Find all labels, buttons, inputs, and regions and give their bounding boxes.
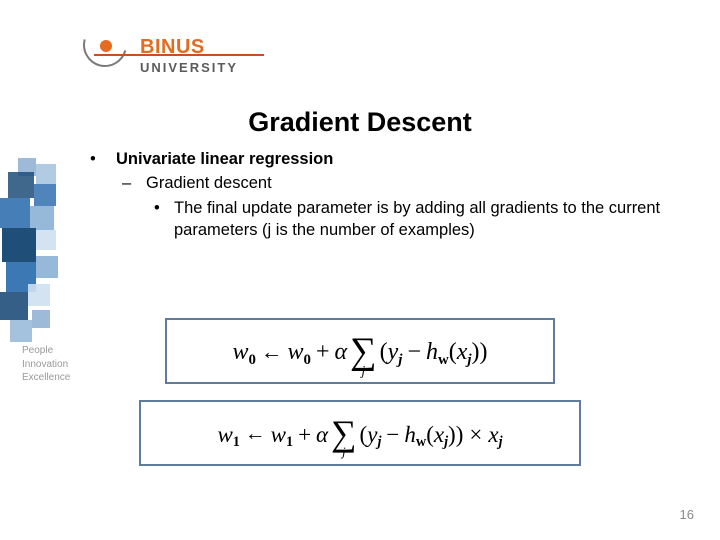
equation-1: w0 ← w0 + α ∑ j ( yj − hw (xj )): [165, 318, 555, 384]
mosaic-decoration: [0, 158, 56, 358]
page-title: Gradient Descent: [0, 107, 720, 138]
equation-2-container: w1 ← w1 + α ∑ j ( yj − hw (xj )) × xj: [0, 400, 720, 466]
bullet-level-1: • Univariate linear regression: [90, 148, 690, 170]
bullet-l3-text: The final update parameter is by adding …: [174, 197, 690, 242]
logo-brand: BINUS: [140, 36, 205, 59]
tagline-line: Innovation: [22, 358, 70, 372]
page-number: 16: [680, 507, 694, 522]
equation-1-container: w0 ← w0 + α ∑ j ( yj − hw (xj )): [0, 318, 720, 384]
tagline-line: People: [22, 344, 70, 358]
content-block: • Univariate linear regression – Gradien…: [90, 148, 690, 241]
sigma-icon: ∑ j: [350, 339, 377, 374]
tagline-line: Excellence: [22, 371, 70, 385]
bullet-l2-text: Gradient descent: [146, 172, 272, 194]
logo: BINUS UNIVERSITY: [78, 18, 178, 78]
bullet-l1-text: Univariate linear regression: [116, 148, 333, 170]
side-tagline: People Innovation Excellence: [22, 344, 70, 385]
logo-subbrand: UNIVERSITY: [140, 60, 238, 75]
bullet-level-3: • The final update parameter is by addin…: [154, 197, 690, 242]
sigma-icon: ∑ j: [331, 421, 356, 454]
bullet-level-2: – Gradient descent: [122, 172, 690, 194]
equation-2: w1 ← w1 + α ∑ j ( yj − hw (xj )) × xj: [139, 400, 581, 466]
